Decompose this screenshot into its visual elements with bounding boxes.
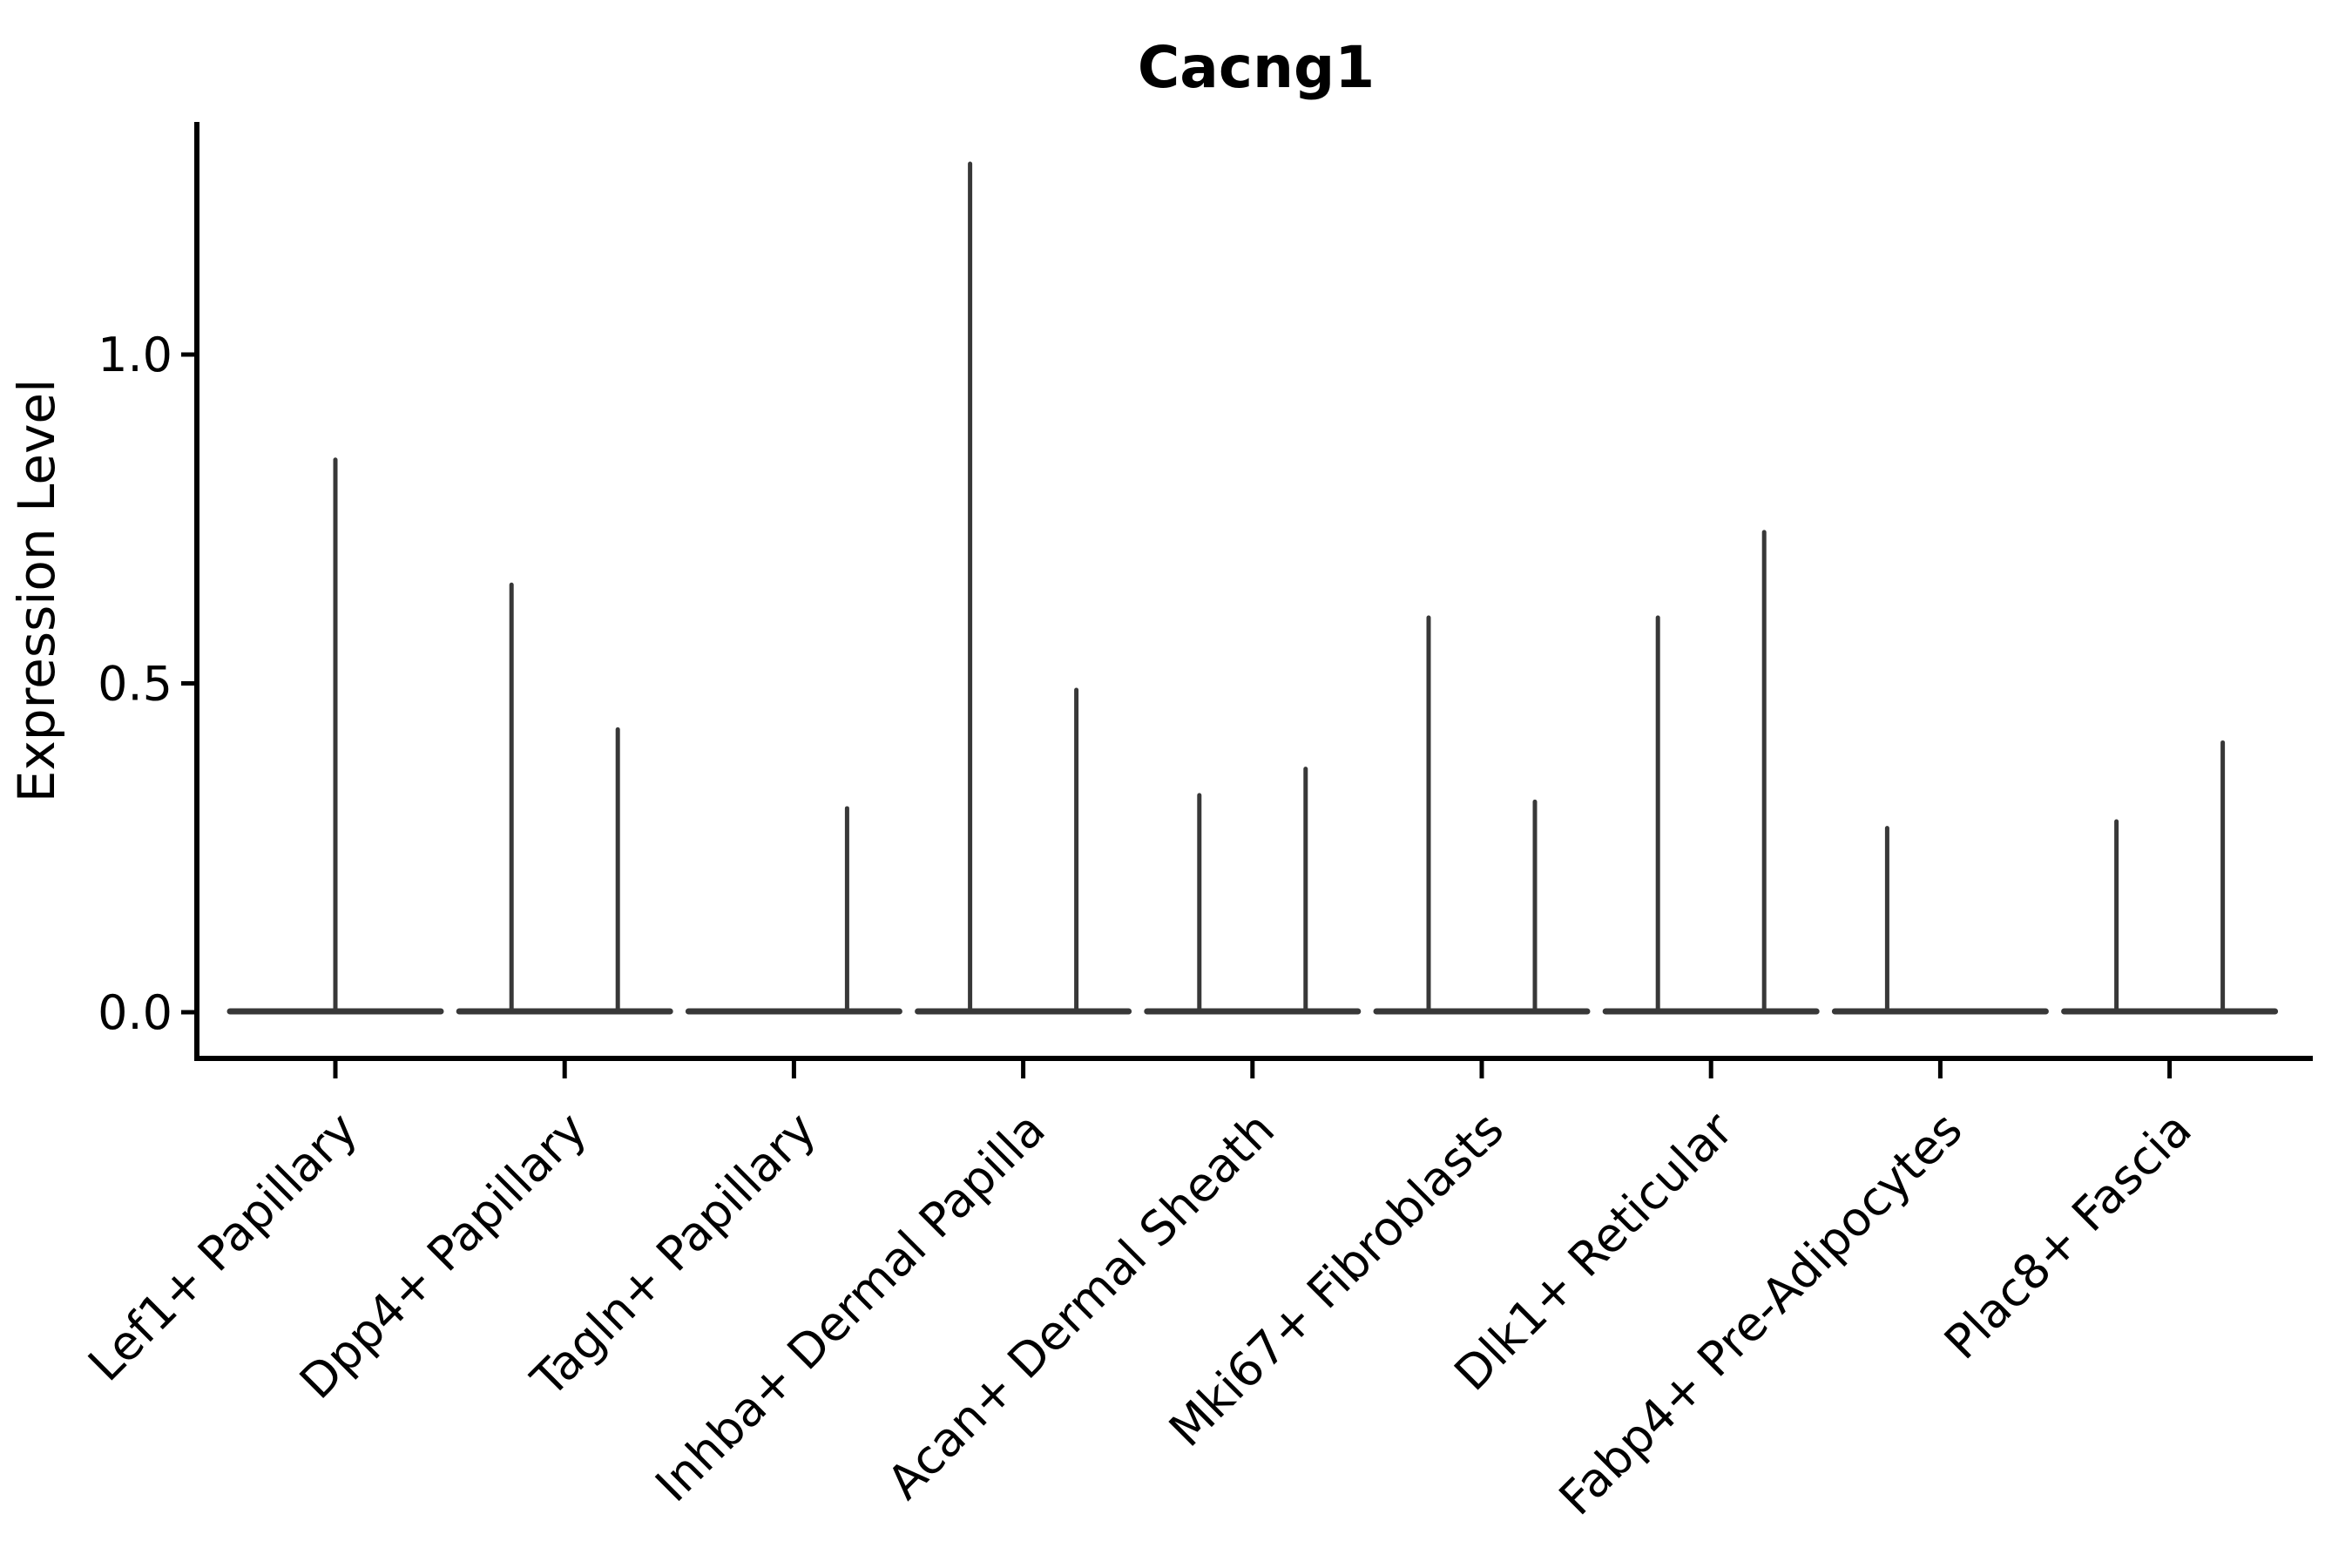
x-tick-label: Fabp4+ Pre-Adipocytes: [1549, 1102, 1973, 1526]
x-tick-label: Plac8+ Fascia: [1934, 1102, 2202, 1370]
x-tick-label: Acan+ Dermal Sheath: [877, 1102, 1285, 1510]
y-tick-label: 0.0: [98, 985, 172, 1040]
y-tick-label: 0.5: [98, 657, 172, 712]
chart-title: Cacng1: [1138, 34, 1375, 101]
violins-layer: [226, 161, 2279, 1015]
y-tick-label: 1.0: [98, 328, 172, 382]
x-tick-label: Inhba+ Dermal Papilla: [645, 1102, 1055, 1512]
y-axis-label: Expression Level: [7, 379, 66, 802]
